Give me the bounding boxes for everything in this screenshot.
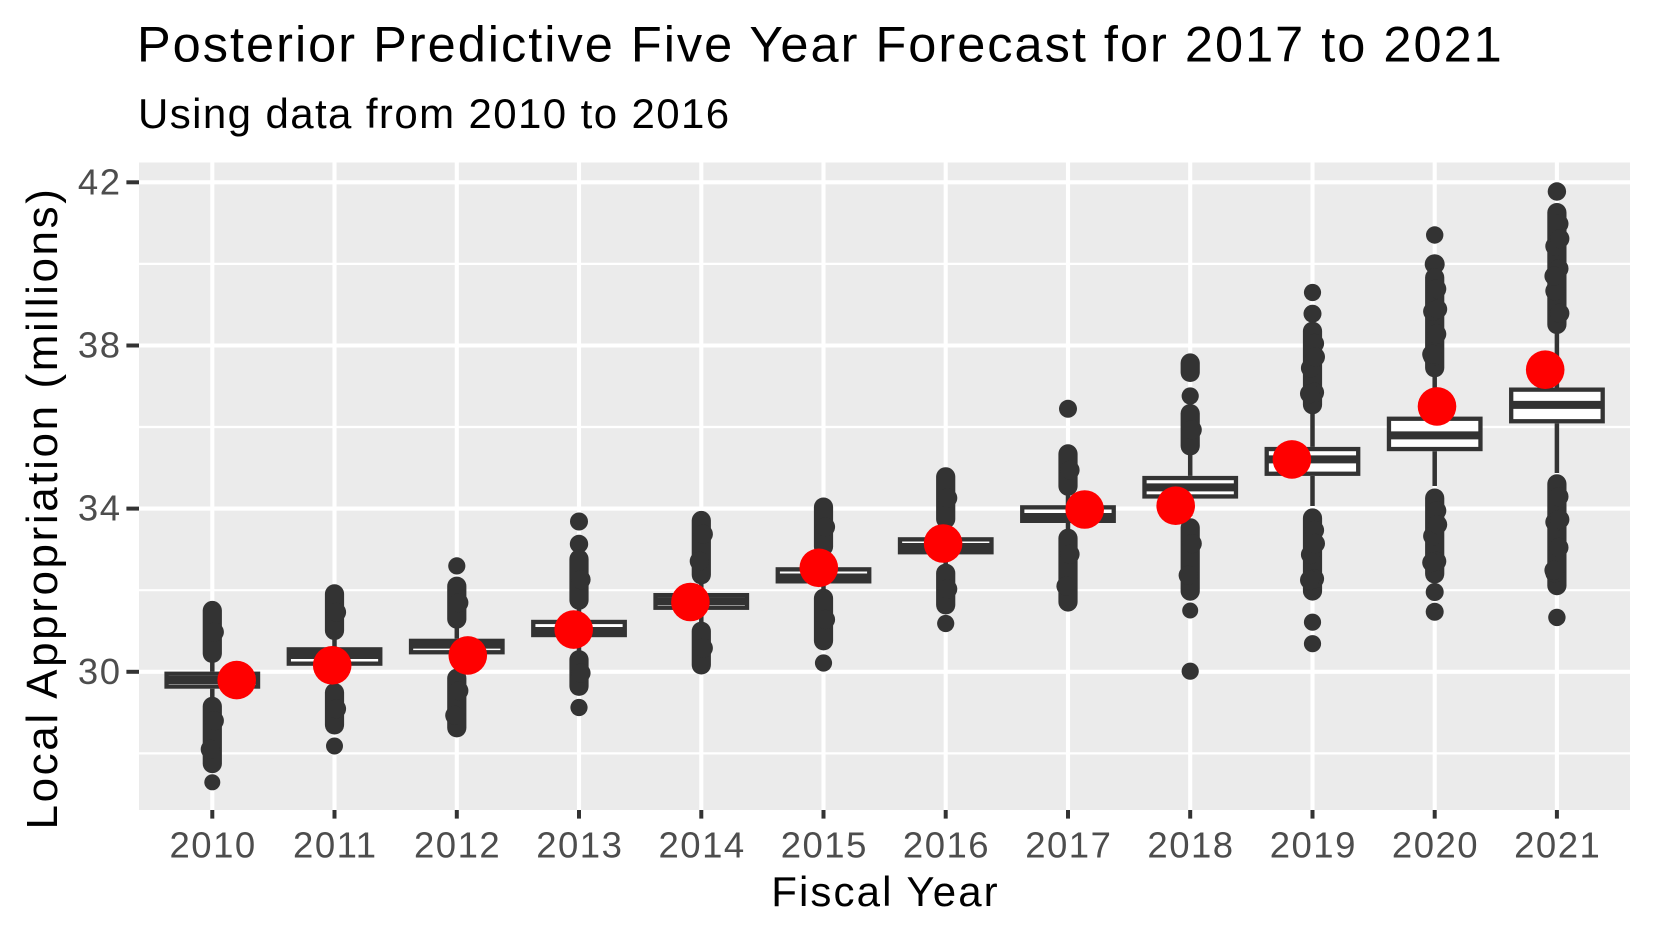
svg-text:38: 38 xyxy=(78,325,122,366)
svg-text:42: 42 xyxy=(78,161,122,202)
svg-text:2016: 2016 xyxy=(903,825,990,866)
svg-text:2012: 2012 xyxy=(414,825,501,866)
svg-text:2021: 2021 xyxy=(1514,825,1601,866)
svg-text:Posterior Predictive Five Year: Posterior Predictive Five Year Forecast … xyxy=(137,16,1504,73)
svg-text:Using data from 2010 to 2016: Using data from 2010 to 2016 xyxy=(138,90,731,137)
svg-text:2017: 2017 xyxy=(1025,825,1112,866)
svg-text:2019: 2019 xyxy=(1270,825,1357,866)
svg-text:34: 34 xyxy=(78,488,122,529)
svg-text:2010: 2010 xyxy=(169,825,256,866)
svg-text:Local Appropriation (millions): Local Appropriation (millions) xyxy=(18,187,67,830)
svg-text:2013: 2013 xyxy=(536,825,623,866)
svg-text:30: 30 xyxy=(78,651,122,692)
svg-text:2014: 2014 xyxy=(658,825,745,866)
svg-text:2018: 2018 xyxy=(1147,825,1234,866)
svg-text:Fiscal Year: Fiscal Year xyxy=(771,868,1000,915)
svg-text:2020: 2020 xyxy=(1392,825,1479,866)
svg-text:2015: 2015 xyxy=(781,825,868,866)
svg-text:2011: 2011 xyxy=(293,825,378,866)
